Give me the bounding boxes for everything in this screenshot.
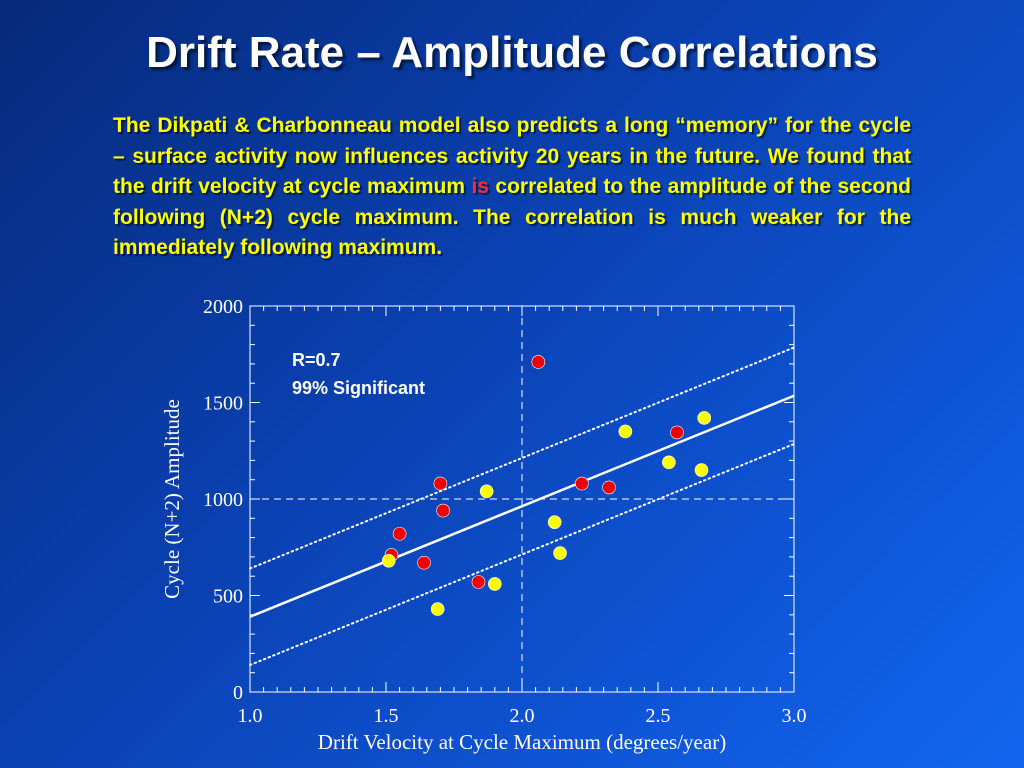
y-axis-label: Cycle (N+2) Amplitude (160, 399, 184, 599)
x-tick-label: 2.0 (510, 705, 535, 727)
slide-title: Drift Rate – Amplitude Correlations (146, 28, 878, 77)
yellow-data-point (553, 546, 567, 560)
red-data-point (392, 526, 407, 541)
x-tick-label: 1.0 (238, 705, 263, 727)
yellow-data-point (479, 484, 494, 499)
yellow-data-point (381, 553, 396, 568)
annotation-r-value: R=0.7 (292, 350, 341, 370)
red-data-point (602, 480, 616, 495)
yellow-data-point (430, 602, 445, 616)
paragraph-text-end: correlated to the amplitude of the secon… (113, 175, 911, 259)
x-tick-label: 3.0 (782, 705, 807, 727)
lower-bound-line (249, 442, 795, 666)
yellow-data-point (697, 411, 712, 425)
yellow-data-point (547, 515, 562, 529)
upper-bound-line (249, 346, 795, 570)
red-data-point (433, 476, 448, 491)
paragraph-highlight: is (471, 175, 489, 198)
yellow-data-point (662, 455, 676, 470)
red-data-point (575, 476, 589, 491)
x-tick-label: 1.5 (374, 705, 399, 727)
yellow-data-point (694, 463, 709, 477)
y-tick-label: 2000 (203, 296, 243, 318)
yellow-data-point (618, 424, 633, 439)
yellow-data-point (487, 577, 502, 591)
regression-line (249, 394, 795, 618)
red-data-point (417, 555, 431, 570)
red-data-point (436, 503, 450, 518)
x-axis-label: Drift Velocity at Cycle Maximum (degrees… (318, 730, 726, 754)
y-tick-label: 1000 (203, 489, 243, 511)
paragraph-text-start: The Dikpati & Charbonneau model also pre… (113, 114, 911, 198)
y-tick-label: 1500 (203, 393, 243, 415)
y-tick-label: 0 (233, 682, 243, 704)
y-tick-label: 500 (213, 586, 243, 608)
red-data-point (670, 425, 684, 440)
annotation-significance: 99% Significant (292, 378, 425, 398)
slide-paragraph: The Dikpati & Charbonneau model also pre… (113, 111, 911, 264)
red-data-point (471, 575, 486, 589)
red-data-point (531, 355, 546, 369)
x-tick-label: 2.5 (646, 705, 671, 727)
